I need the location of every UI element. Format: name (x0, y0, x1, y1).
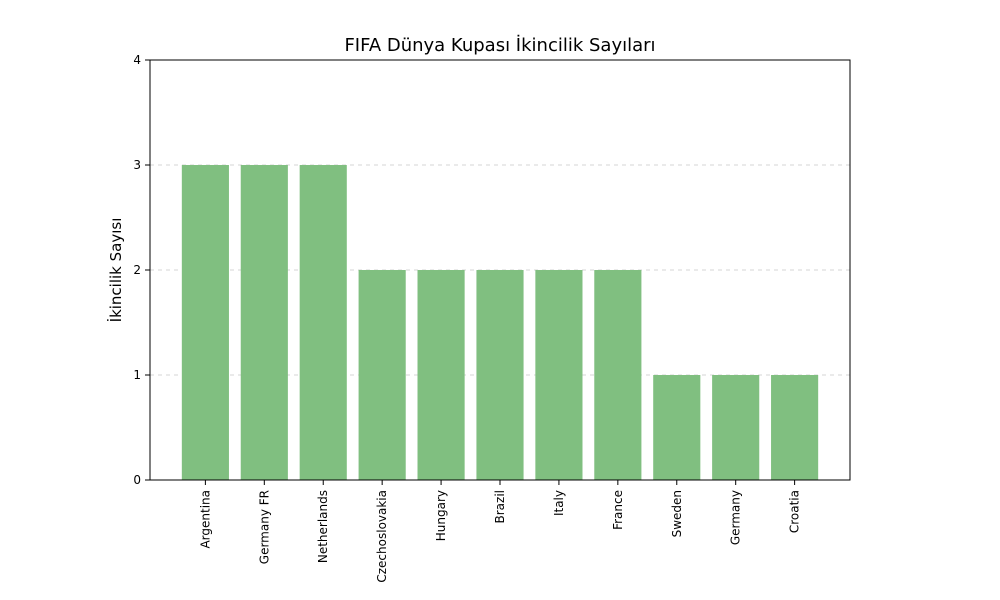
x-tick-label: Argentina (198, 490, 212, 549)
bar-sweden (653, 375, 701, 480)
bar-brazil (476, 270, 524, 480)
bar-italy (535, 270, 583, 480)
bar-france (594, 270, 642, 480)
bar-croatia (771, 375, 819, 480)
bars (181, 165, 819, 480)
bar-netherlands (299, 165, 347, 480)
y-axis-ticks: 0 1 2 3 4 (133, 53, 150, 487)
bar-argentina (181, 165, 229, 480)
x-tick-label: Netherlands (316, 490, 330, 563)
y-tick-label: 3 (133, 158, 141, 172)
x-tick-label: Sweden (670, 490, 684, 537)
y-tick-label: 1 (133, 368, 141, 382)
bar-germany (712, 375, 760, 480)
x-tick-label: Italy (552, 490, 566, 516)
x-axis-ticks: Argentina Germany FR Netherlands Czechoslov… (198, 480, 802, 583)
x-tick-label: Brazil (493, 490, 507, 524)
x-tick-label: Czechoslovakia (375, 490, 389, 583)
x-tick-label: Germany (729, 490, 743, 545)
x-tick-label: Germany FR (257, 490, 271, 564)
bar-hungary (417, 270, 465, 480)
x-tick-label: Croatia (788, 490, 802, 533)
x-tick-label: France (611, 490, 625, 530)
y-tick-label: 4 (133, 53, 141, 67)
bar-germany-fr (240, 165, 288, 480)
y-axis-label: İkincilik Sayısı (106, 218, 125, 323)
bar-czechoslovakia (358, 270, 406, 480)
y-tick-label: 2 (133, 263, 141, 277)
x-tick-label: Hungary (434, 490, 448, 541)
y-tick-label: 0 (133, 473, 141, 487)
chart-title: FIFA Dünya Kupası İkincilik Sayıları (344, 35, 655, 56)
